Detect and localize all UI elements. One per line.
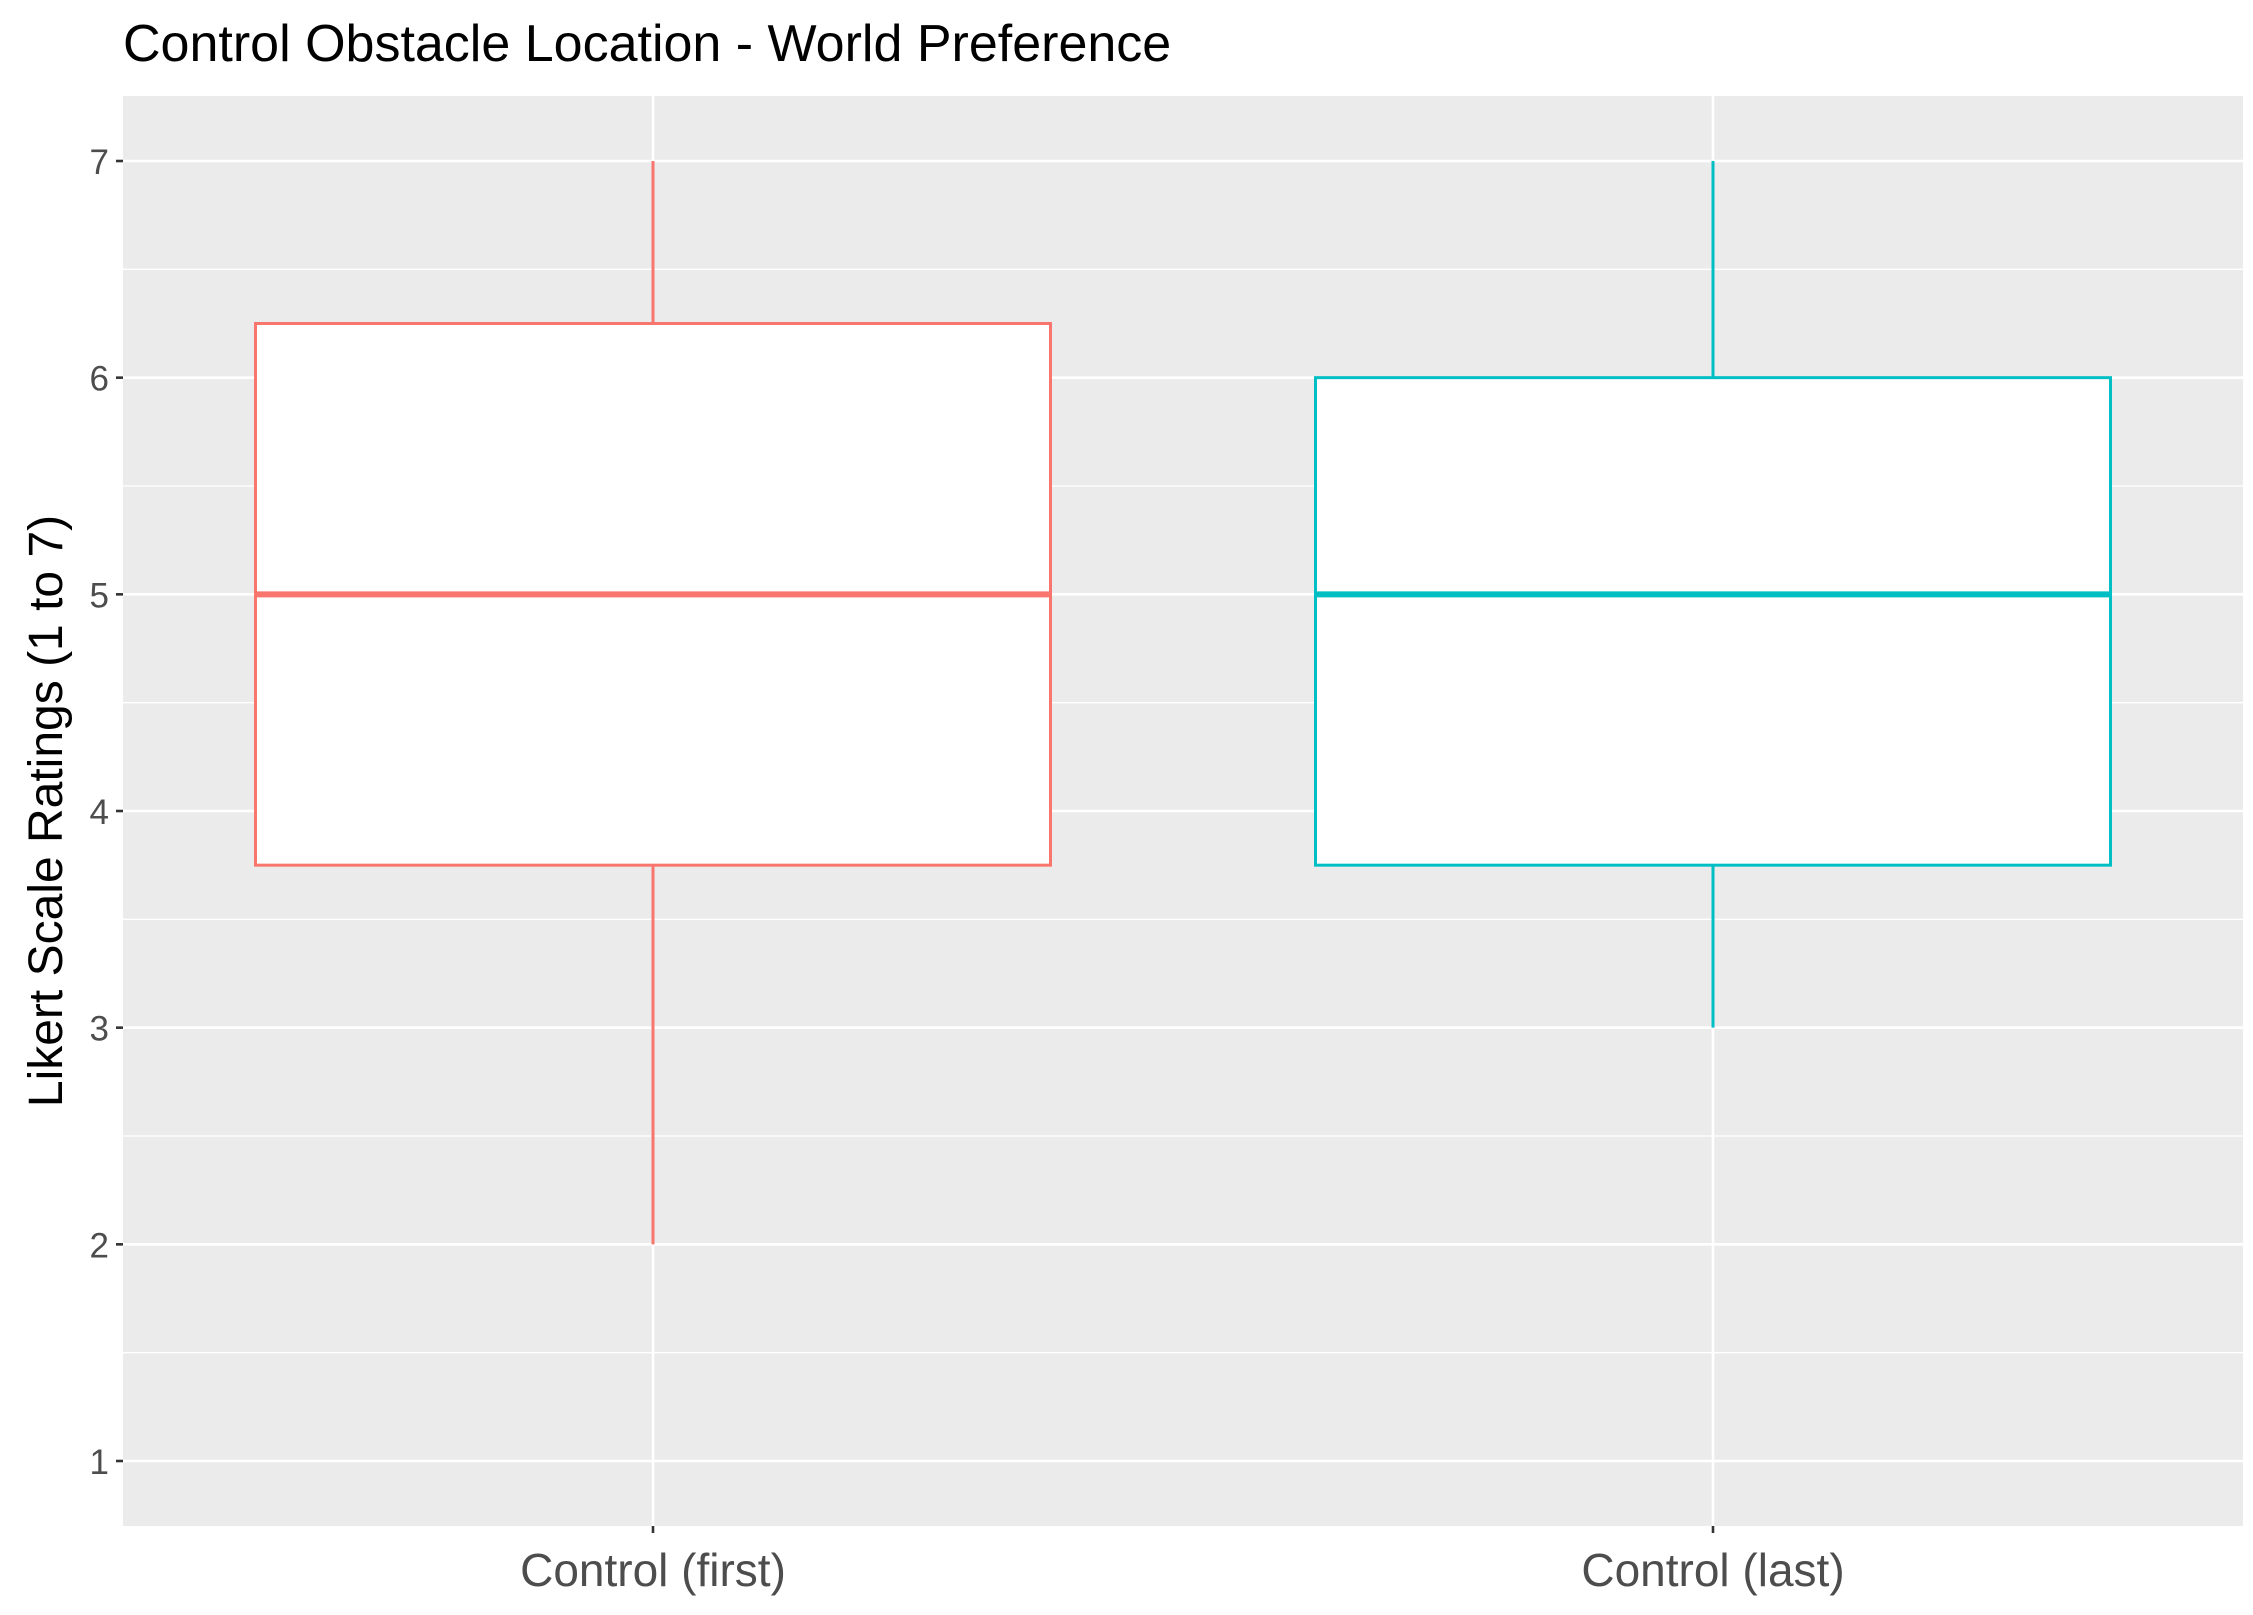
y-tick-label: 1 <box>90 1443 109 1482</box>
box-group <box>254 161 1052 1245</box>
box-group <box>1314 161 2112 1028</box>
y-tick-label: 2 <box>90 1226 109 1265</box>
box <box>1314 376 2112 867</box>
y-tick-label: 6 <box>90 360 109 399</box>
y-tick-label: 3 <box>90 1010 109 1049</box>
boxes <box>254 161 2112 1245</box>
y-tick-label: 5 <box>90 576 109 615</box>
x-axis-tick-labels: Control (first) Control (last) <box>520 1544 1845 1596</box>
x-tick-label: Control (last) <box>1581 1544 1844 1596</box>
axis-ticks <box>116 159 1715 1533</box>
y-axis-tick-labels: 1 2 3 4 5 6 7 <box>90 143 109 1482</box>
y-axis-title: Likert Scale Ratings (1 to 7) <box>20 515 73 1107</box>
y-tick-label: 4 <box>90 793 109 832</box>
x-tick-label: Control (first) <box>520 1544 786 1596</box>
chart-title: Control Obstacle Location - World Prefer… <box>123 15 1171 73</box>
y-tick-label: 7 <box>90 143 109 182</box>
